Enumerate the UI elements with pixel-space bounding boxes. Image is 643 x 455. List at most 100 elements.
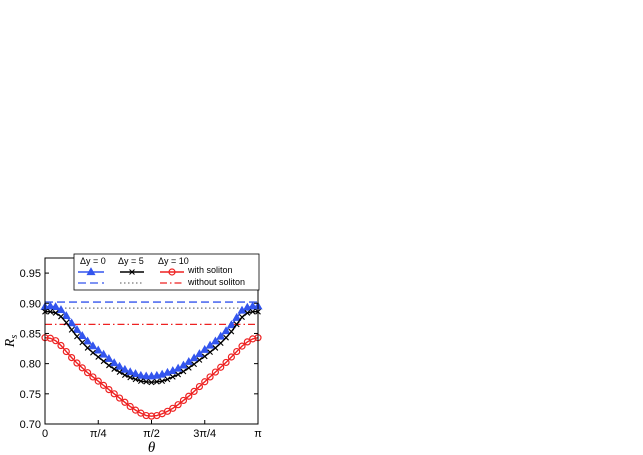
y-tick-label: 0.85 [20, 328, 41, 340]
reference-lines [45, 301, 258, 326]
series-1-point [164, 376, 171, 383]
series-0-point [232, 312, 242, 321]
series-1-point [74, 333, 80, 340]
legend-swatches [78, 267, 184, 284]
series-1-point [121, 372, 128, 378]
y-tick-label: 0.90 [20, 298, 41, 310]
series-2-point [211, 368, 220, 376]
series-2-point [105, 385, 113, 394]
series-1-point [217, 340, 224, 347]
series-0-point [120, 364, 130, 373]
series-1-point [212, 345, 219, 351]
y-tick-label: 0.95 [20, 268, 41, 280]
series-0-point [99, 349, 109, 358]
series-0 [40, 301, 263, 380]
series-2-point [179, 396, 188, 405]
series-2-point [185, 392, 193, 400]
series-1-point [68, 326, 75, 333]
series-1-point [100, 358, 107, 365]
series-1-point [47, 308, 54, 315]
series-2-point [227, 353, 235, 361]
x-tick-label: π [254, 428, 262, 440]
series-2-point [163, 407, 172, 415]
series-0-point [51, 302, 61, 310]
series-0-point [72, 325, 82, 333]
series-2-point [238, 342, 246, 350]
series-1-point [228, 328, 235, 335]
series-0-point [83, 336, 93, 345]
x-tick-label: 3π/4 [193, 428, 216, 440]
series-2-point [142, 411, 150, 420]
series-1-point [153, 378, 160, 385]
series-0-point [88, 341, 98, 350]
series-2-point [115, 394, 124, 402]
series-2-point [222, 358, 230, 367]
x-tick-label: 0 [42, 428, 48, 440]
series-0-point [200, 344, 210, 353]
series-1-point [233, 321, 240, 328]
series-0-point [109, 358, 119, 367]
series-1-point [63, 319, 70, 326]
series-1-point [52, 310, 59, 316]
series-1-point [95, 354, 102, 360]
y-axis-label: Rs [3, 335, 20, 349]
y-axis-label-sub: s [9, 335, 20, 339]
series-0-point [131, 369, 141, 377]
y-axis-label-main: R [3, 338, 18, 348]
series-0-point [216, 331, 226, 340]
series-1-point [244, 310, 251, 316]
series-2-point [83, 369, 92, 377]
series-1-point [169, 374, 176, 380]
legend: Δy = 0 Δy = 5 Δy = 10 with soliton witho… [73, 253, 260, 291]
series-2-point [121, 398, 129, 406]
y-tick-label: 0.75 [20, 389, 41, 401]
series-1-point [223, 334, 229, 341]
series-1-point [159, 378, 166, 385]
series-0-point [205, 340, 215, 349]
series-2-point [126, 402, 134, 411]
legend-swatch-marker [86, 267, 96, 276]
y-tick-label: 0.80 [20, 359, 41, 371]
series-2-point [94, 377, 102, 385]
series-2-point [52, 337, 60, 345]
series-2-point [217, 363, 225, 371]
legend-header-dy10: Δy = 10 [158, 256, 189, 266]
series-1-point [191, 361, 197, 368]
series-2-point [233, 347, 241, 356]
x-axis: 0 π/4 π/2 3π/4 π [42, 258, 262, 440]
legend-label-without-soliton: without soliton [187, 277, 245, 287]
y-tick-label: 0.70 [20, 419, 41, 431]
series-line-2 [44, 336, 259, 417]
series-0-point [104, 354, 114, 362]
legend-swatch-marker [168, 268, 176, 276]
legend-swatch-marker [129, 269, 135, 275]
series-layer [40, 301, 263, 420]
legend-header-dy0: Δy = 0 [80, 256, 106, 266]
series-1-point [111, 366, 118, 372]
series-2-point [110, 390, 118, 398]
series-0-point [93, 345, 103, 354]
series-1-point [143, 378, 150, 385]
series-1-point [58, 313, 64, 320]
series-0-point [115, 361, 125, 370]
series-2-point [89, 373, 97, 381]
x-axis-label: θ [148, 440, 156, 455]
series-1-point [84, 345, 91, 351]
series-2-point [195, 382, 204, 391]
series-0-point [61, 311, 71, 320]
series-1-point [137, 378, 144, 385]
series-1-point [196, 357, 203, 363]
series-2-point [73, 359, 81, 367]
series-2-point [62, 347, 70, 356]
series-1-point [207, 349, 213, 356]
series-1-point [201, 353, 208, 360]
series-1-point [90, 349, 96, 356]
series-1-point [79, 339, 86, 346]
series-1-point [249, 308, 256, 315]
series-2-point [190, 387, 198, 396]
series-2-point [243, 338, 251, 346]
series-0-point [189, 353, 199, 362]
series-2-point [174, 401, 182, 409]
series-2-point [78, 364, 86, 372]
